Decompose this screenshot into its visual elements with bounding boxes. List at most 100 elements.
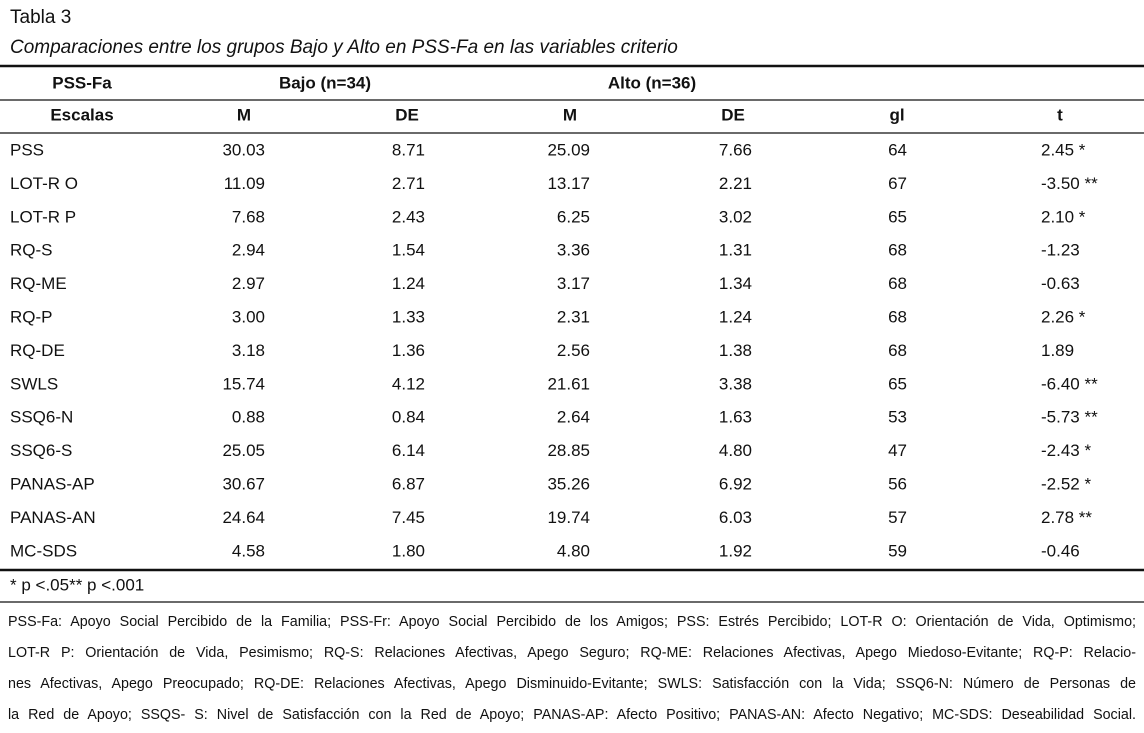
table-cell: 4.12: [392, 374, 425, 393]
table-cell: -3.50 **: [1041, 174, 1098, 193]
note-line: LOT-R P: Orientación de Vida, Pesimismo;…: [8, 645, 1136, 661]
table-cell: 7.68: [232, 207, 265, 226]
table-cell: 11.09: [224, 174, 265, 193]
table-cell: 25.05: [222, 441, 265, 460]
table-cell: 3.00: [232, 307, 265, 326]
table-cell: 6.92: [719, 474, 752, 493]
table-cell: 6.87: [392, 474, 425, 493]
table-cell: 1.33: [392, 307, 425, 326]
table-cell: RQ-ME: [10, 274, 67, 293]
footnote: * p <.05** p <.001: [10, 575, 144, 594]
group-header: PSS-Fa: [52, 73, 112, 92]
column-header: M: [237, 105, 251, 124]
table-cell: 65: [888, 374, 907, 393]
table-cell: 3.02: [719, 207, 752, 226]
table-cell: 6.25: [557, 207, 590, 226]
table-cell: 1.38: [719, 341, 752, 360]
table-cell: -6.40 **: [1041, 374, 1098, 393]
table-cell: 2.31: [557, 307, 590, 326]
table-cell: 2.94: [232, 241, 265, 260]
table-cell: PSS: [10, 140, 44, 159]
table-cell: PANAS-AP: [10, 474, 95, 493]
table-cell: 1.54: [392, 241, 425, 260]
table-cell: 3.18: [232, 341, 265, 360]
table-cell: 1.34: [719, 274, 752, 293]
table-cell: 30.03: [222, 140, 265, 159]
table-cell: 57: [888, 508, 907, 527]
table-cell: RQ-DE: [10, 341, 65, 360]
table-cell: 24.64: [222, 508, 265, 527]
table-cell: 2.78 **: [1041, 508, 1092, 527]
title: Tabla 3: [10, 7, 71, 28]
table-cell: SSQ6-N: [10, 408, 73, 427]
table-cell: 2.10 *: [1041, 207, 1086, 226]
column-header: Escalas: [50, 105, 113, 124]
note-line: la Red de Apoyo; SSQS- S: Nivel de Satis…: [8, 707, 1136, 723]
table-cell: 2.21: [719, 174, 752, 193]
table-cell: -5.73 **: [1041, 408, 1098, 427]
table-cell: 47: [888, 441, 907, 460]
table-cell: 30.67: [222, 474, 265, 493]
table-cell: 68: [888, 274, 907, 293]
table-cell: 2.56: [557, 341, 590, 360]
table-cell: 15.74: [222, 374, 265, 393]
table-cell: 1.63: [719, 408, 752, 427]
column-header: t: [1057, 105, 1063, 124]
table-cell: 13.17: [547, 174, 590, 193]
table-cell: 67: [888, 174, 907, 193]
table-cell: 7.66: [719, 140, 752, 159]
column-header: M: [563, 105, 577, 124]
note-line: PSS-Fa: Apoyo Social Percibido de la Fam…: [8, 614, 1136, 630]
table-cell: 0.88: [232, 408, 265, 427]
table-cell: 3.36: [557, 241, 590, 260]
table-cell: 1.80: [392, 541, 425, 560]
table-cell: 4.58: [232, 541, 265, 560]
table-cell: 21.61: [547, 374, 590, 393]
table-cell: PANAS-AN: [10, 508, 96, 527]
table-cell: LOT-R O: [10, 174, 78, 193]
table-cell: 1.31: [719, 241, 752, 260]
table-cell: 2.26 *: [1041, 307, 1086, 326]
table-cell: 2.64: [557, 408, 590, 427]
table-cell: 25.09: [547, 140, 590, 159]
table-cell: 1.24: [392, 274, 425, 293]
table-cell: 6.03: [719, 508, 752, 527]
table-cell: 2.97: [232, 274, 265, 293]
subtitle: Comparaciones entre los grupos Bajo y Al…: [10, 37, 678, 58]
table-cell: -0.46: [1041, 541, 1080, 560]
table-cell: 7.45: [392, 508, 425, 527]
group-header: Bajo (n=34): [279, 73, 371, 92]
table-cell: 65: [888, 207, 907, 226]
table-cell: 19.74: [547, 508, 590, 527]
table-cell: 6.14: [392, 441, 425, 460]
table-cell: 2.43: [392, 207, 425, 226]
table-cell: 8.71: [392, 140, 425, 159]
table-cell: RQ-P: [10, 307, 53, 326]
table-cell: 1.92: [719, 541, 752, 560]
table-cell: 0.84: [392, 408, 425, 427]
table-figure: Tabla 3 Comparaciones entre los grupos B…: [0, 7, 1144, 603]
column-header: gl: [889, 105, 904, 124]
table-cell: 68: [888, 241, 907, 260]
table-cell: SSQ6-S: [10, 441, 72, 460]
note-line: nes Afectivas, Apego Preocupado; RQ-DE: …: [8, 676, 1136, 692]
table-cell: 1.89: [1041, 341, 1074, 360]
table-cell: -0.63: [1041, 274, 1080, 293]
table-cell: -2.52 *: [1041, 474, 1091, 493]
table-cell: 1.24: [719, 307, 752, 326]
table-cell: 4.80: [719, 441, 752, 460]
table-cell: -2.43 *: [1041, 441, 1091, 460]
table-cell: MC-SDS: [10, 541, 77, 560]
table-cell: 1.36: [392, 341, 425, 360]
group-header: Alto (n=36): [608, 73, 696, 92]
table-cell: 4.80: [557, 541, 590, 560]
table-cell: 59: [888, 541, 907, 560]
table-cell: 68: [888, 307, 907, 326]
table-cell: 2.71: [392, 174, 425, 193]
table-cell: 2.45 *: [1041, 140, 1086, 159]
table-cell: 53: [888, 408, 907, 427]
table-cell: LOT-R P: [10, 207, 76, 226]
notes: PSS-Fa: Apoyo Social Percibido de la Fam…: [8, 607, 1136, 731]
table-cell: RQ-S: [10, 241, 53, 260]
